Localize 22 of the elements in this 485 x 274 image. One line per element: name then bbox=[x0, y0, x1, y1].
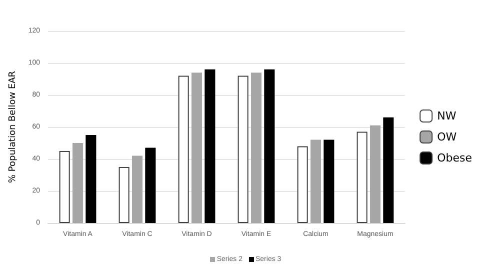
bar bbox=[310, 140, 322, 223]
legend-label: Obese bbox=[437, 152, 472, 164]
bar bbox=[86, 135, 96, 223]
legend-label: OW bbox=[437, 130, 457, 144]
bar bbox=[264, 69, 275, 223]
legend-label: NW bbox=[437, 110, 456, 122]
bar bbox=[238, 76, 248, 223]
bar bbox=[59, 151, 70, 223]
bar bbox=[297, 146, 308, 223]
bar bbox=[370, 125, 381, 223]
bar bbox=[250, 72, 262, 223]
bar bbox=[72, 143, 84, 223]
bar bbox=[132, 156, 143, 223]
bar bbox=[191, 72, 202, 223]
bar bbox=[356, 132, 368, 223]
bar bbox=[118, 167, 130, 223]
bar bbox=[178, 76, 189, 223]
y-axis-title: % Population Bellow EAR bbox=[8, 70, 18, 184]
bar bbox=[383, 117, 394, 223]
bar bbox=[324, 140, 334, 223]
bar bbox=[145, 148, 156, 223]
bar bbox=[204, 69, 216, 223]
